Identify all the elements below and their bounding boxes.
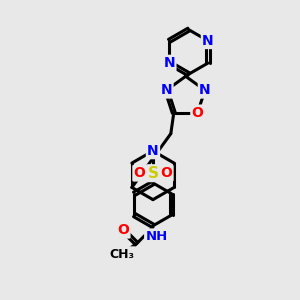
- Text: NH: NH: [146, 230, 168, 243]
- Text: O: O: [134, 166, 146, 180]
- Text: N: N: [147, 144, 159, 158]
- Text: S: S: [148, 166, 158, 181]
- Text: N: N: [199, 83, 211, 97]
- Text: O: O: [160, 166, 172, 180]
- Text: CH₃: CH₃: [109, 248, 134, 260]
- Text: N: N: [202, 34, 214, 48]
- Text: O: O: [117, 223, 129, 237]
- Text: O: O: [192, 106, 203, 120]
- Text: N: N: [160, 83, 172, 97]
- Text: N: N: [164, 56, 175, 70]
